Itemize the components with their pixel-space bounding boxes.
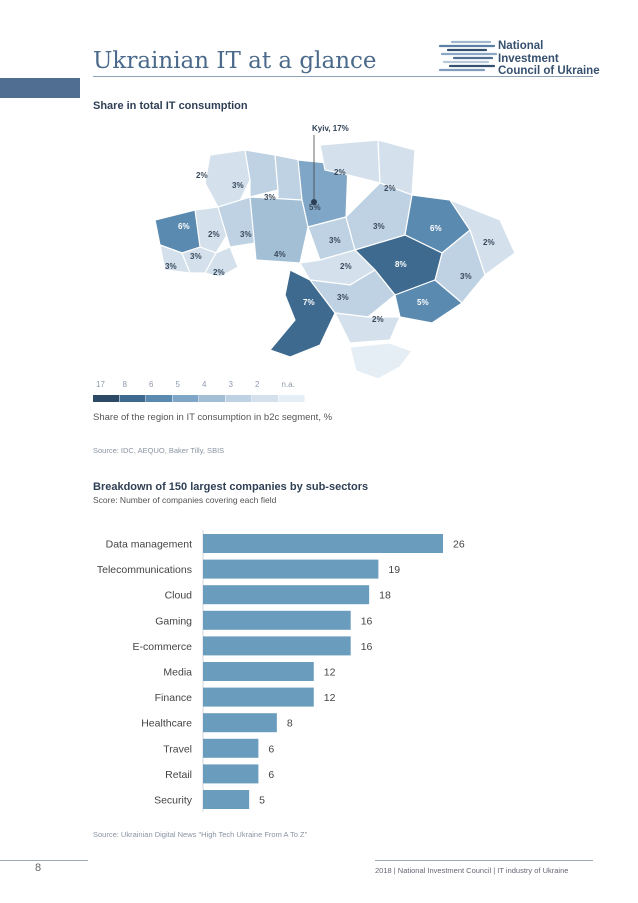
logo-line-2: Investment (498, 52, 559, 65)
legend-swatch (146, 395, 172, 402)
value-label: 6 (268, 743, 274, 755)
chart-title: Breakdown of 150 largest companies by su… (93, 481, 369, 493)
footer-text: 2018 | National Investment Council | IT … (375, 866, 569, 875)
legend-value: 2 (255, 380, 260, 389)
category-label: Finance (155, 692, 193, 704)
chart-subtitle: Score: Number of companies covering each… (93, 495, 277, 505)
legend-value: 8 (123, 380, 128, 389)
region-volyn (204, 149, 251, 208)
region-crimea (349, 342, 413, 380)
value-label: 16 (361, 615, 373, 627)
bar (203, 687, 314, 707)
legend-value: 5 (176, 380, 181, 389)
map-color-legend: 17 8 6 5 4 3 2 n.a. (93, 380, 305, 402)
chart-source: Source: Ukrainian Digital News "High Tec… (93, 830, 308, 839)
bar (203, 738, 259, 758)
bar (203, 790, 250, 809)
region-zaporizhzhia (394, 279, 463, 324)
kyiv-marker (311, 199, 317, 205)
legend-value: 4 (202, 380, 207, 389)
legend-swatch (252, 395, 278, 402)
legend-value: 3 (229, 380, 234, 389)
category-label: Security (154, 795, 193, 807)
logo-line-3: Council of Ukraine (498, 65, 600, 77)
footer-rule-left (0, 860, 88, 861)
kyiv-label: Kyiv, 17% (312, 124, 349, 133)
region-vinnytsia (249, 196, 309, 264)
footer-rule-right (375, 860, 593, 861)
legend-swatch (172, 395, 199, 402)
value-label: 12 (324, 692, 336, 704)
page-number: 8 (35, 862, 42, 874)
category-label: E-commerce (132, 641, 192, 653)
logo-text: National Investment Council of Ukraine (498, 40, 600, 78)
legend-swatch (225, 395, 252, 402)
page-title: Ukrainian IT at a glance (93, 48, 377, 74)
bar (203, 585, 370, 605)
region-chernihiv (319, 139, 381, 184)
bar (203, 764, 259, 784)
region-rivne (244, 149, 279, 198)
value-label: 8 (287, 718, 293, 730)
value-label: 5 (259, 795, 265, 807)
bar (203, 636, 351, 656)
legend-value: n.a. (282, 380, 295, 389)
corner-accent-block (0, 78, 80, 98)
category-label: Gaming (155, 615, 192, 627)
category-label: Cloud (165, 590, 193, 602)
region-kherson (333, 312, 401, 344)
map-caption: Share of the region in IT consumption in… (93, 412, 333, 423)
value-label: 12 (324, 667, 336, 679)
category-label: Travel (163, 743, 192, 755)
region-luhansk (448, 198, 516, 276)
ukraine-region-map (154, 135, 516, 380)
legend-value: 17 (96, 380, 105, 389)
value-label: 6 (268, 769, 274, 781)
category-label: Data management (106, 539, 192, 551)
legend-swatch (199, 395, 225, 402)
category-label: Healthcare (141, 718, 192, 730)
value-label: 16 (361, 641, 373, 653)
value-label: 26 (453, 539, 465, 551)
bar (203, 559, 379, 579)
title-divider (93, 76, 593, 77)
legend-swatch (278, 395, 305, 402)
legend-swatch (119, 395, 146, 402)
category-label: Telecommunications (97, 564, 192, 576)
legend-swatch (93, 395, 119, 402)
map-section-title: Share in total IT consumption (93, 100, 248, 112)
map-source: Source: IDC, AEQUO, Baker Tilly, SBIS (93, 446, 225, 455)
logo-stripes-icon (438, 40, 498, 72)
logo-line-1: National (498, 40, 544, 52)
region-chernivtsi (204, 246, 239, 278)
category-label: Retail (165, 769, 192, 781)
region-odesa (268, 269, 336, 358)
bar (203, 662, 314, 681)
sub-sector-bar-chart: Data management 26 Telecommunications 19 Clo… (97, 530, 465, 812)
legend-value: 6 (149, 380, 154, 389)
bar (203, 713, 277, 733)
bar (203, 534, 443, 553)
bar (203, 610, 351, 630)
value-label: 18 (379, 590, 391, 602)
value-label: 19 (388, 564, 400, 576)
category-label: Media (163, 667, 192, 679)
